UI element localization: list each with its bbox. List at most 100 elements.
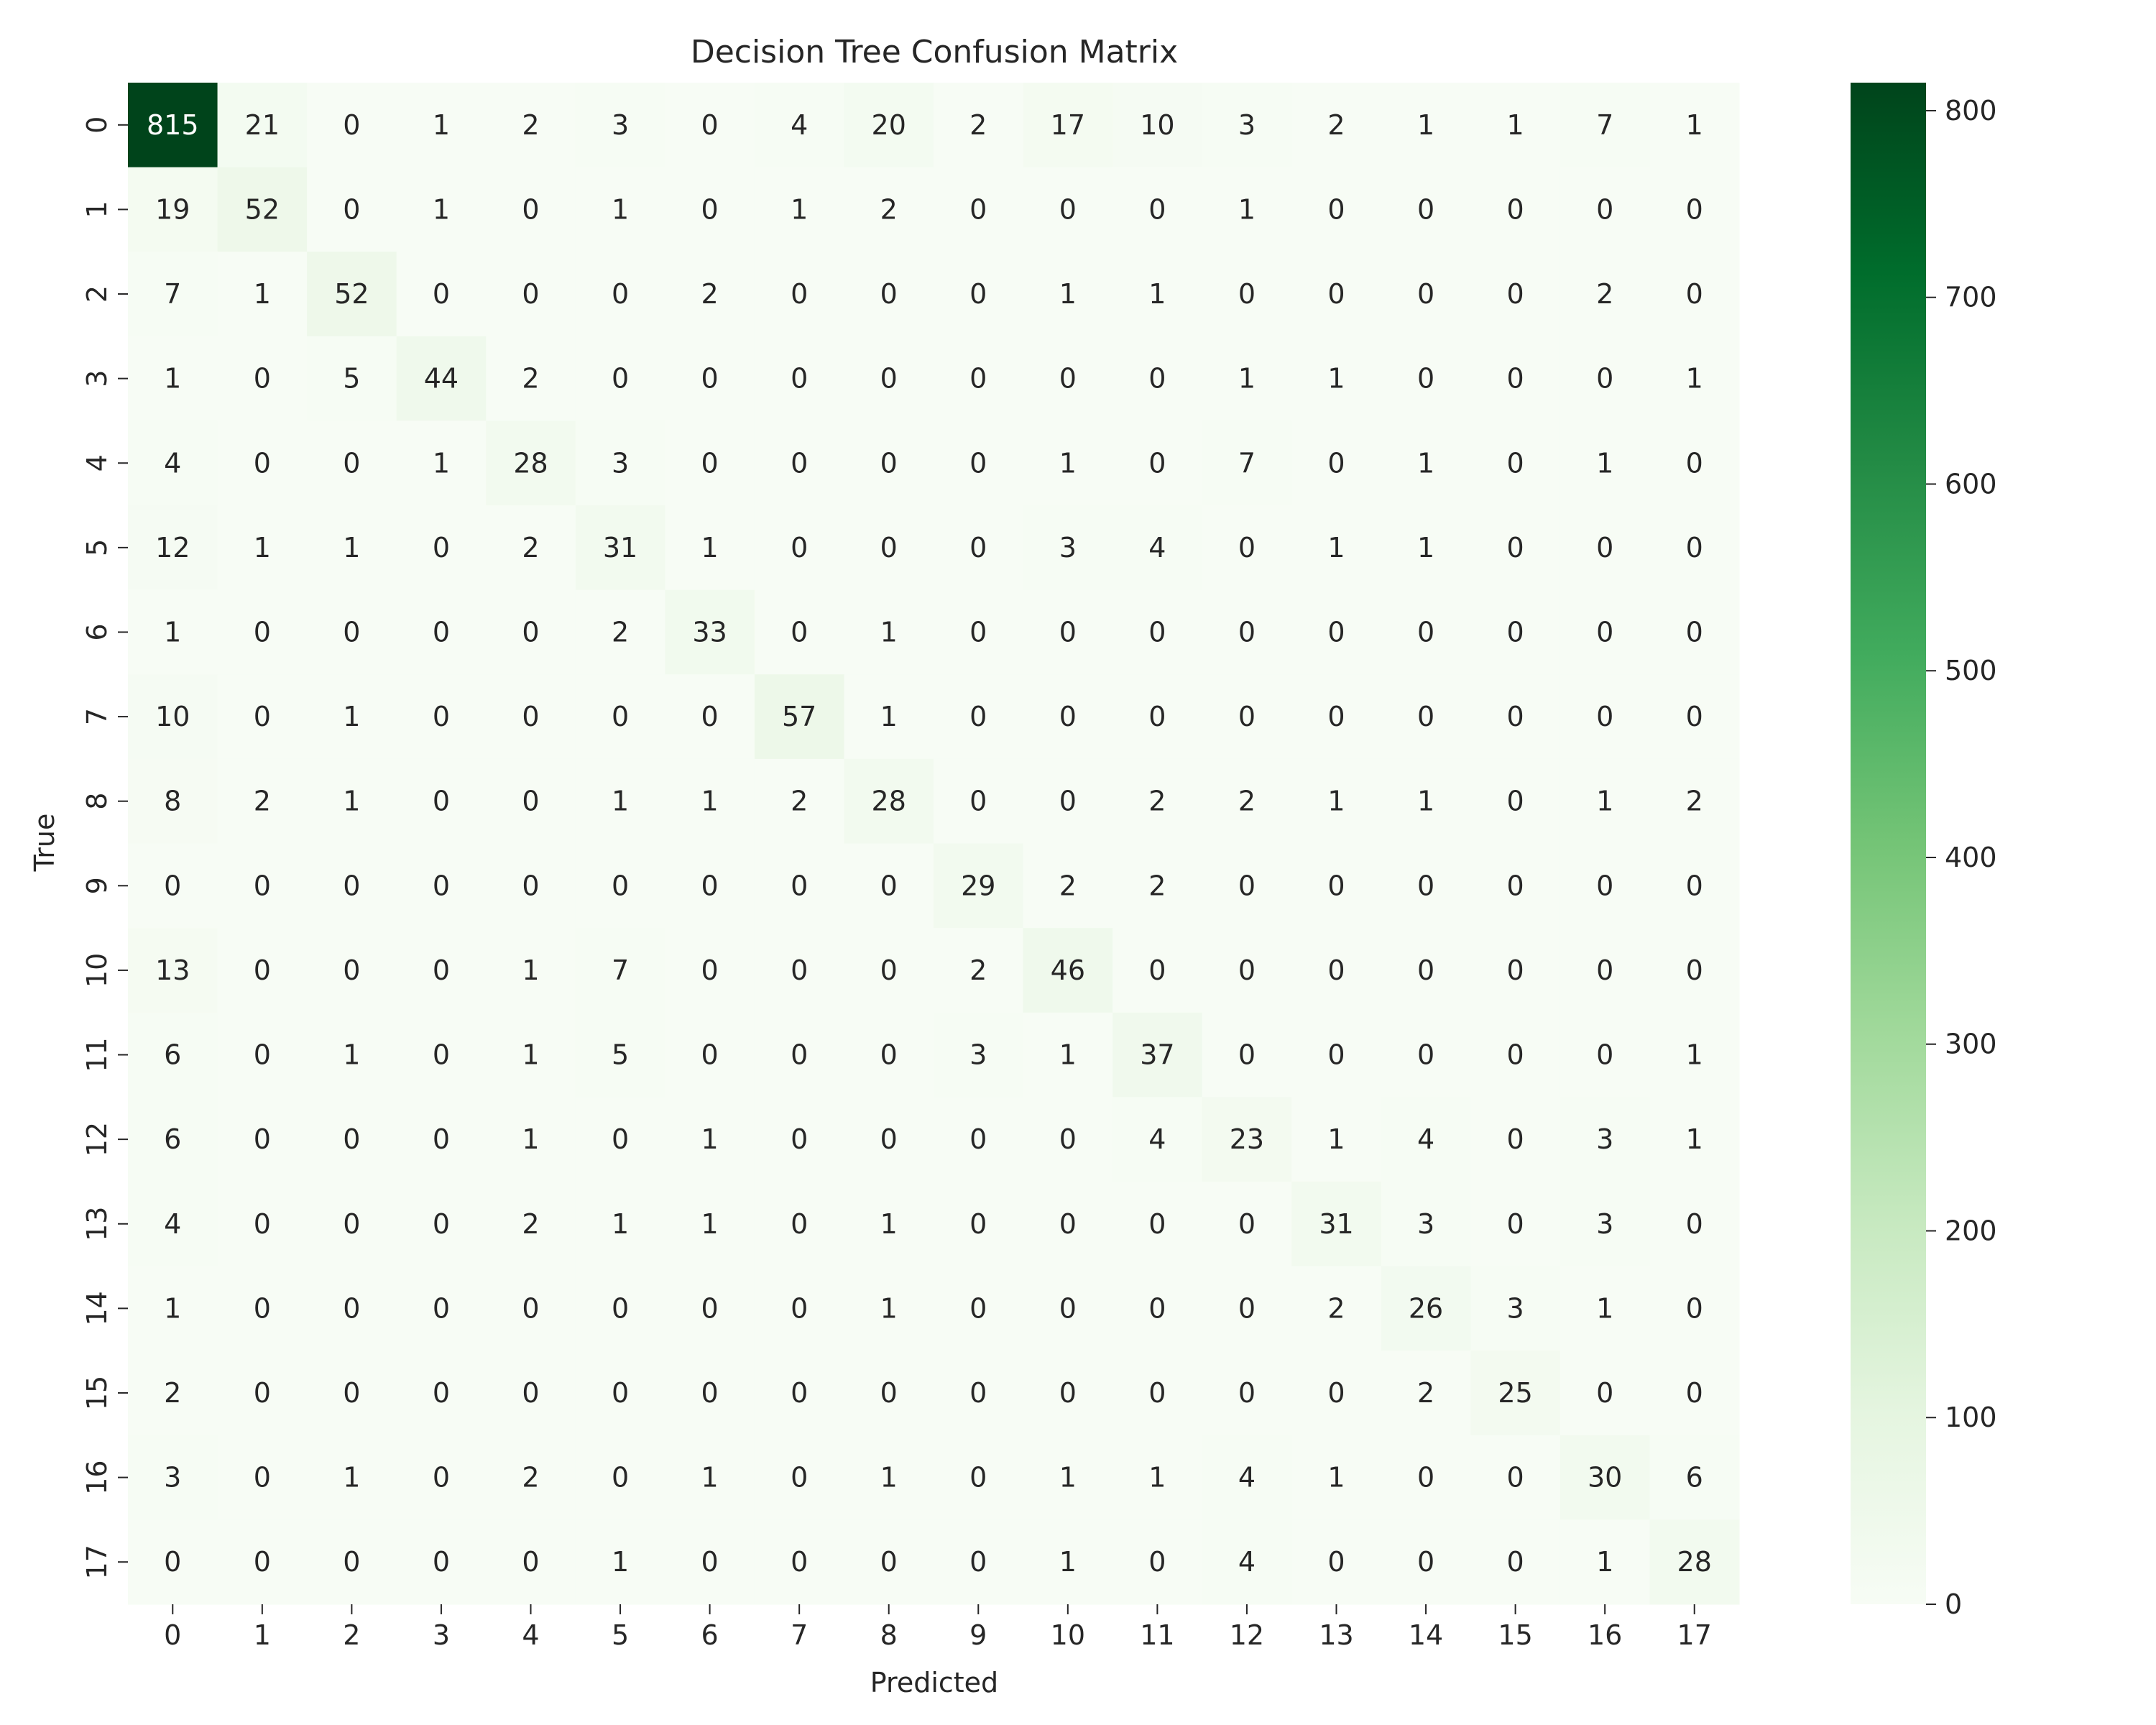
- cell-13-6: [665, 1181, 755, 1267]
- cell-label-16-12: 4: [1238, 1462, 1256, 1494]
- cell-3-6: [665, 336, 755, 422]
- cell-1-12: [1202, 167, 1292, 252]
- cell-label-8-2: 1: [343, 786, 360, 817]
- cell-label-12-17: 1: [1686, 1123, 1703, 1155]
- cell-13-3: [396, 1181, 487, 1267]
- cell-label-10-14: 0: [1417, 954, 1434, 986]
- cell-2-2: [307, 252, 397, 337]
- cell-17-13: [1291, 1519, 1382, 1605]
- cell-13-1: [217, 1181, 308, 1267]
- cell-label-4-10: 1: [1059, 447, 1077, 479]
- cell-16-11: [1112, 1435, 1203, 1520]
- cell-14-11: [1112, 1266, 1203, 1351]
- cell-label-14-5: 0: [612, 1292, 629, 1324]
- cell-label-12-2: 0: [343, 1123, 360, 1155]
- cell-label-12-7: 0: [791, 1123, 808, 1155]
- cell-12-4: [486, 1097, 576, 1182]
- cell-15-11: [1112, 1351, 1203, 1436]
- cell-label-1-6: 0: [701, 193, 719, 225]
- cell-label-10-16: 0: [1596, 954, 1613, 986]
- cell-16-4: [486, 1435, 576, 1520]
- cell-1-10: [1023, 167, 1113, 252]
- cell-label-9-3: 0: [433, 870, 450, 901]
- cell-8-5: [575, 758, 665, 845]
- cell-label-0-12: 3: [1238, 109, 1256, 141]
- cell-label-6-17: 0: [1686, 616, 1703, 648]
- cell-2-12: [1202, 252, 1292, 337]
- cell-label-11-8: 0: [880, 1039, 898, 1071]
- cell-12-13: [1291, 1097, 1382, 1182]
- cell-label-17-14: 0: [1417, 1546, 1434, 1578]
- cell-7-9: [934, 674, 1024, 760]
- cell-label-10-3: 0: [433, 954, 450, 986]
- cell-label-9-14: 0: [1417, 870, 1434, 901]
- cell-label-12-8: 0: [880, 1123, 898, 1155]
- cell-7-8: [844, 674, 934, 760]
- cell-label-11-1: 0: [254, 1039, 271, 1071]
- cell-label-11-4: 1: [522, 1039, 539, 1071]
- cell-label-14-3: 0: [433, 1292, 450, 1324]
- cell-4-10: [1023, 420, 1113, 506]
- cell-label-5-8: 0: [880, 532, 898, 564]
- cell-label-8-1: 2: [254, 786, 271, 817]
- cell-9-6: [665, 843, 755, 929]
- cell-label-8-4: 0: [522, 786, 539, 817]
- cell-label-8-12: 2: [1238, 786, 1256, 817]
- cell-label-1-10: 0: [1059, 193, 1077, 225]
- cell-12-2: [307, 1097, 397, 1182]
- cell-label-0-14: 1: [1417, 109, 1434, 141]
- cell-11-10: [1023, 1012, 1113, 1098]
- cell-7-6: [665, 674, 755, 760]
- cell-label-11-12: 0: [1238, 1039, 1256, 1071]
- cell-label-8-11: 2: [1148, 786, 1166, 817]
- cell-1-8: [844, 167, 934, 252]
- cell-label-4-6: 0: [701, 447, 719, 479]
- cell-0-14: [1381, 83, 1471, 168]
- cell-17-14: [1381, 1519, 1471, 1605]
- cell-5-17: [1649, 505, 1740, 591]
- cell-6-1: [217, 589, 308, 675]
- cell-15-5: [575, 1351, 665, 1436]
- cell-1-0: [128, 167, 218, 252]
- cell-label-15-10: 0: [1059, 1377, 1077, 1409]
- cell-label-15-8: 0: [880, 1377, 898, 1409]
- cell-label-13-11: 0: [1148, 1208, 1166, 1240]
- cell-9-2: [307, 843, 397, 929]
- cell-label-10-7: 0: [791, 954, 808, 986]
- cell-7-1: [217, 674, 308, 760]
- cell-label-14-4: 0: [522, 1292, 539, 1324]
- cell-label-6-13: 0: [1327, 616, 1345, 648]
- cell-label-11-6: 0: [701, 1039, 719, 1071]
- cell-label-2-1: 1: [254, 278, 271, 310]
- cell-3-15: [1470, 336, 1561, 422]
- cell-label-12-10: 0: [1059, 1123, 1077, 1155]
- cell-label-1-0: 19: [155, 193, 190, 225]
- cell-label-13-1: 0: [254, 1208, 271, 1240]
- cell-17-10: [1023, 1519, 1113, 1605]
- cell-label-12-15: 0: [1507, 1123, 1524, 1155]
- cell-2-0: [128, 252, 218, 337]
- cell-label-10-1: 0: [254, 954, 271, 986]
- cell-label-2-6: 2: [701, 278, 719, 310]
- cell-label-10-11: 0: [1148, 954, 1166, 986]
- cell-label-17-16: 1: [1596, 1546, 1613, 1578]
- cell-label-5-12: 0: [1238, 532, 1256, 564]
- cell-label-3-0: 1: [164, 363, 181, 395]
- cell-12-9: [934, 1097, 1024, 1182]
- cell-9-0: [128, 843, 218, 929]
- cell-0-17: [1649, 83, 1740, 168]
- cell-label-3-8: 0: [880, 363, 898, 395]
- cell-3-3: [396, 336, 487, 422]
- cell-label-14-14: 26: [1409, 1292, 1443, 1324]
- cell-label-2-7: 0: [791, 278, 808, 310]
- cell-13-8: [844, 1181, 934, 1267]
- x-tick-label-3: 3: [433, 1619, 450, 1651]
- cell-label-9-1: 0: [254, 870, 271, 901]
- cell-label-8-16: 1: [1596, 786, 1613, 817]
- cell-label-13-14: 3: [1417, 1208, 1434, 1240]
- cell-label-0-13: 2: [1327, 109, 1345, 141]
- cell-label-17-4: 0: [522, 1546, 539, 1578]
- cell-12-8: [844, 1097, 934, 1182]
- x-tick-label-7: 7: [791, 1619, 808, 1651]
- colorbar-tick-label-2: 200: [1945, 1215, 1997, 1246]
